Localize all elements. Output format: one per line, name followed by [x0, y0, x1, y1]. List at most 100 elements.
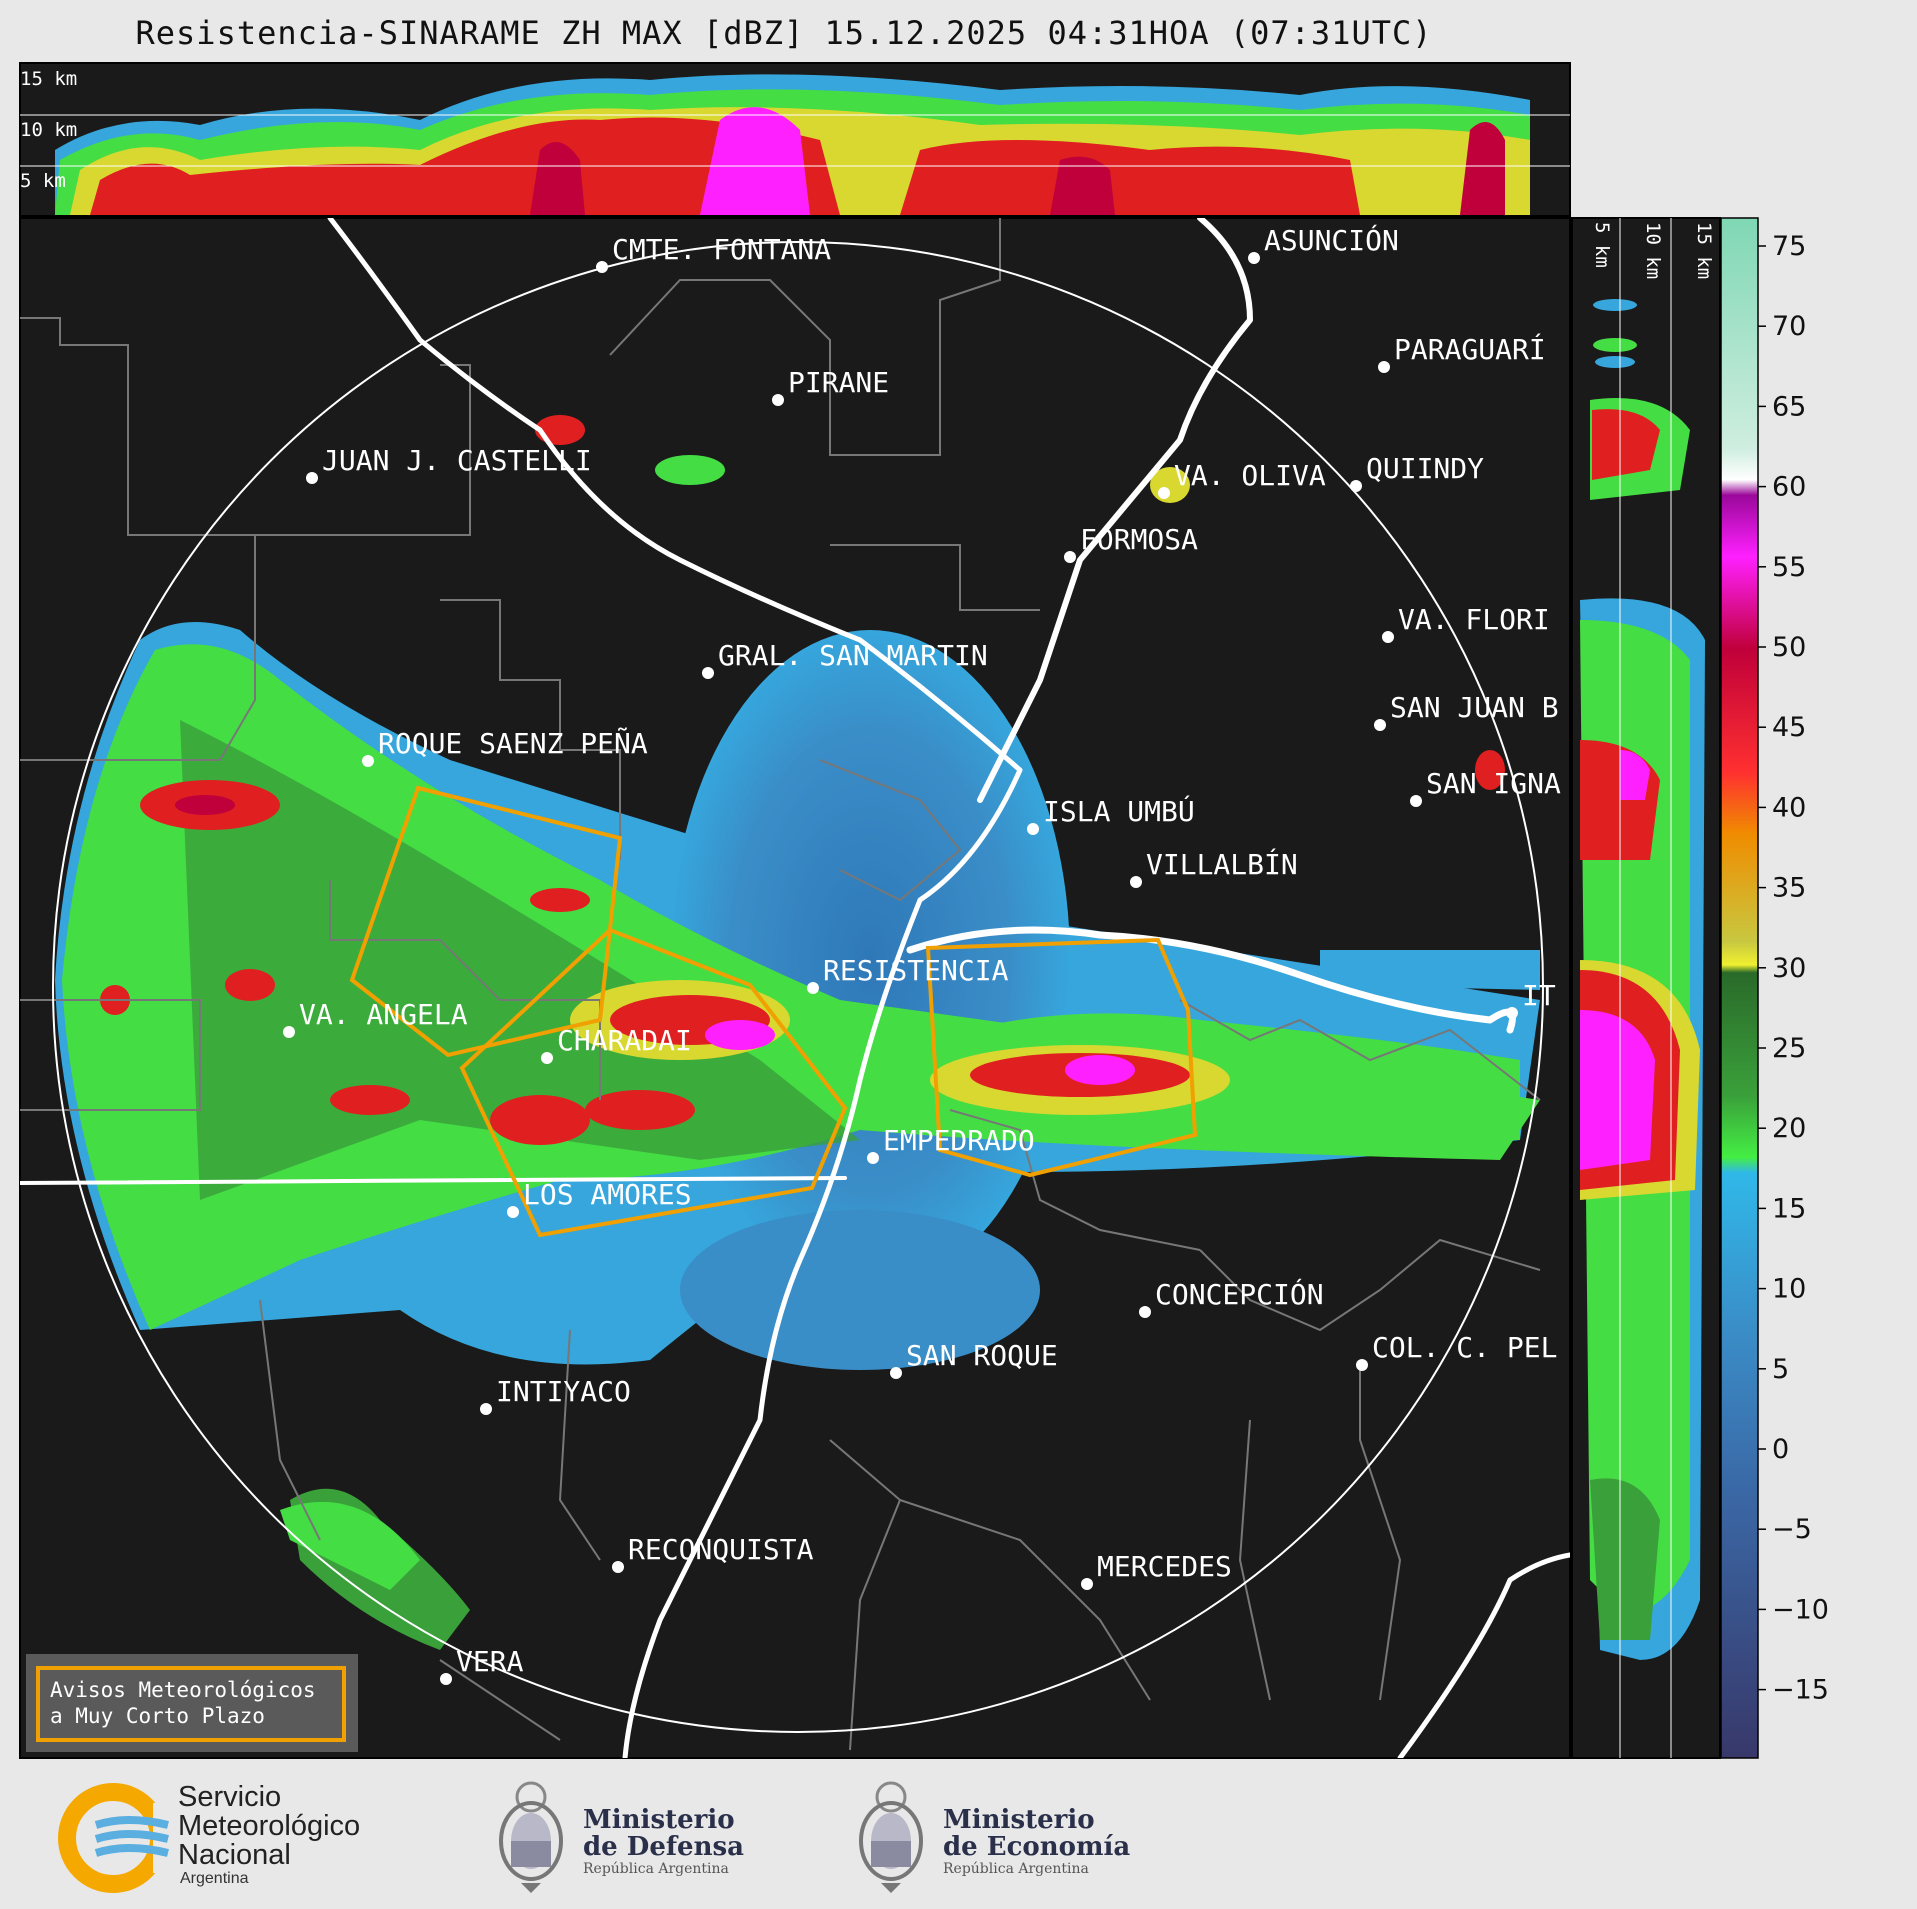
- smn-sub: Argentina: [180, 1870, 249, 1887]
- colorbar-tick-label: −10: [1772, 1594, 1829, 1625]
- colorbar-tick-label: 0: [1772, 1434, 1789, 1465]
- smn-line1: Servicio: [178, 1781, 282, 1813]
- city-dot: [1378, 361, 1390, 373]
- city-dot: [702, 667, 714, 679]
- city-dot: [890, 1367, 902, 1379]
- city-label: MERCEDES: [1097, 1550, 1232, 1583]
- map-title: Resistencia-SINARAME ZH MAX [dBZ] 15.12.…: [135, 14, 1433, 52]
- city-dot: [1350, 480, 1362, 492]
- city-dot: [1064, 551, 1076, 563]
- city-dot: [541, 1052, 553, 1064]
- city-dot: [1139, 1306, 1151, 1318]
- city-dot: [807, 982, 819, 994]
- colorbar-tick-label: −15: [1772, 1675, 1829, 1706]
- city-label: VA. ANGELA: [299, 998, 468, 1031]
- colorbar-scale: [1720, 217, 1759, 1759]
- colorbar-tick-label: 5: [1772, 1354, 1789, 1385]
- warning-legend-line2: a Muy Corto Plazo: [50, 1704, 265, 1728]
- side-label-10km: 10 km: [1642, 222, 1664, 279]
- city-dot: [612, 1561, 624, 1573]
- coat-of-arms-icon: [859, 1781, 923, 1893]
- city-dot: [1158, 487, 1170, 499]
- side-label-5km: 5 km: [1591, 222, 1613, 268]
- colorbar-tick-label: 75: [1772, 231, 1806, 262]
- coat-of-arms-icon: [499, 1781, 563, 1893]
- city-label: GRAL. SAN MARTIN: [718, 639, 988, 672]
- city-label: INTIYACO: [496, 1375, 631, 1408]
- city-label: SAN ROQUE: [906, 1339, 1058, 1372]
- smn-line3: Nacional: [178, 1839, 291, 1871]
- city-label: VA. FLORI: [1398, 603, 1550, 636]
- city-dot: [596, 261, 608, 273]
- economia-line1: Ministerio: [943, 1805, 1095, 1835]
- city-label: RECONQUISTA: [628, 1533, 814, 1566]
- city-label: VERA: [456, 1645, 524, 1678]
- colorbar-tick-label: 55: [1772, 552, 1806, 583]
- top-height-panel: 15 km 10 km 5 km: [19, 62, 1571, 217]
- city-dot: [867, 1152, 879, 1164]
- colorbar-tick-label: 20: [1772, 1113, 1806, 1144]
- economia-logo: Ministerio de Economía República Argenti…: [855, 1775, 1155, 1895]
- city-label: LOS AMORES: [523, 1178, 692, 1211]
- city-dot: [1356, 1359, 1368, 1371]
- city-dot: [440, 1673, 452, 1685]
- city-dot: [507, 1206, 519, 1218]
- defensa-line1: Ministerio: [583, 1805, 735, 1835]
- city-label: EMPEDRADO: [883, 1124, 1035, 1157]
- city-label: ASUNCIÓN: [1264, 223, 1399, 257]
- warning-polygon-1: [349, 785, 623, 1058]
- warning-polygons: [349, 785, 1198, 1238]
- colorbar-tick-label: 65: [1772, 391, 1806, 422]
- city-label: SAN IGNA: [1426, 767, 1561, 800]
- colorbar-tick-label: 25: [1772, 1033, 1806, 1064]
- city-label: COL. C. PEL: [1372, 1331, 1557, 1364]
- colorbar-tick-label: 15: [1772, 1193, 1806, 1224]
- defensa-sub: República Argentina: [583, 1861, 729, 1877]
- top-label-5km: 5 km: [20, 170, 66, 192]
- colorbar-tick-label: 60: [1772, 472, 1806, 503]
- economia-sub: República Argentina: [943, 1861, 1089, 1877]
- colorbar-tick-label: 40: [1772, 792, 1806, 823]
- colorbar-tick-label: 45: [1772, 712, 1806, 743]
- warning-legend-line1: Avisos Meteorológicos: [50, 1678, 316, 1702]
- city-label: ROQUE SAENZ PEÑA: [378, 726, 648, 760]
- smn-emblem-icon: [58, 1783, 178, 1893]
- colorbar-tick-label: 50: [1772, 632, 1806, 663]
- city-label: CONCEPCIÓN: [1155, 1277, 1324, 1311]
- warning-polygon-3: [925, 937, 1198, 1178]
- city-label: FORMOSA: [1080, 523, 1198, 556]
- city-dot: [1027, 823, 1039, 835]
- colorbar-tick-label: 10: [1772, 1274, 1806, 1305]
- city-label: CHARADAI: [557, 1024, 692, 1057]
- city-dot: [1130, 876, 1142, 888]
- side-height-panel: 5 km 10 km 15 km: [1571, 217, 1721, 1759]
- warning-legend: Avisos Meteorológicos a Muy Corto Plazo: [26, 1654, 358, 1752]
- smn-logo: Servicio Meteorológico Nacional Argentin…: [58, 1775, 398, 1895]
- city-markers: CMTE. FONTANA ASUNCIÓN PARAGUARÍ PIRANE JUAN…: [283, 223, 1561, 1685]
- side-label-15km: 15 km: [1693, 222, 1715, 279]
- city-label: CMTE. FONTANA: [612, 233, 831, 266]
- warning-polygon-2: [459, 927, 848, 1238]
- city-dot: [1248, 252, 1260, 264]
- city-dot: [480, 1403, 492, 1415]
- city-label: QUIINDY: [1366, 452, 1484, 485]
- colorbar-tick-label: 70: [1772, 311, 1806, 342]
- economia-line2: de Economía: [943, 1832, 1131, 1862]
- colorbar-tick-label: 35: [1772, 873, 1806, 904]
- colorbar-tick-label: 30: [1772, 953, 1806, 984]
- range-ring: [52, 241, 1544, 1733]
- city-dot: [306, 472, 318, 484]
- city-label: VA. OLIVA: [1174, 459, 1326, 492]
- city-dot: [1410, 795, 1422, 807]
- city-dot: [1382, 631, 1394, 643]
- city-dot: [283, 1026, 295, 1038]
- top-label-10km: 10 km: [20, 119, 77, 141]
- city-label: VILLALBÍN: [1146, 847, 1298, 881]
- city-dot: [362, 755, 374, 767]
- city-label: RESISTENCIA: [823, 954, 1009, 987]
- defensa-logo: Ministerio de Defensa República Argentin…: [495, 1775, 775, 1895]
- colorbar-tick-label: −5: [1772, 1514, 1812, 1545]
